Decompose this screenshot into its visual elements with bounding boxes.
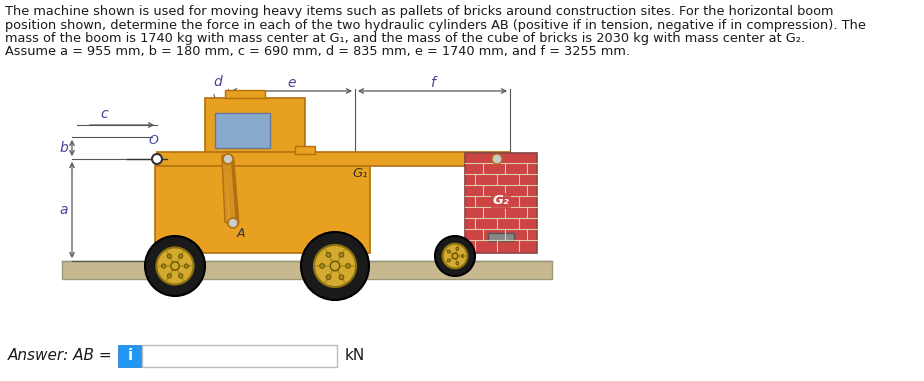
Circle shape — [339, 253, 344, 257]
Bar — [62, 261, 552, 279]
Circle shape — [339, 275, 344, 280]
Circle shape — [492, 154, 502, 164]
Text: a: a — [60, 203, 68, 217]
Circle shape — [326, 275, 331, 280]
FancyBboxPatch shape — [118, 345, 142, 367]
Text: f: f — [430, 76, 435, 90]
Circle shape — [314, 245, 356, 287]
Text: B: B — [225, 136, 235, 149]
Circle shape — [443, 243, 468, 268]
Circle shape — [223, 154, 233, 164]
Circle shape — [167, 254, 171, 258]
Polygon shape — [488, 164, 510, 223]
Text: c: c — [100, 107, 107, 121]
Bar — [465, 153, 537, 253]
Text: Answer: AB =: Answer: AB = — [8, 347, 117, 362]
Circle shape — [326, 253, 331, 257]
Text: i: i — [128, 349, 132, 363]
Text: position shown, determine the force in each of the two hydraulic cylinders AB (p: position shown, determine the force in e… — [5, 19, 866, 32]
Text: O: O — [148, 134, 158, 147]
Text: The machine shown is used for moving heavy items such as pallets of bricks aroun: The machine shown is used for moving hea… — [5, 5, 833, 18]
Text: kN: kN — [345, 347, 365, 362]
Bar — [295, 146, 315, 154]
Circle shape — [228, 218, 238, 228]
Text: A: A — [237, 227, 245, 240]
Circle shape — [301, 232, 369, 300]
Text: G₁: G₁ — [352, 167, 368, 180]
Bar — [225, 90, 265, 98]
Bar — [215, 113, 270, 148]
Circle shape — [156, 247, 194, 285]
Circle shape — [447, 250, 450, 253]
Bar — [155, 158, 370, 253]
Bar — [157, 152, 510, 166]
Circle shape — [452, 253, 457, 259]
Circle shape — [184, 264, 188, 268]
Circle shape — [456, 247, 458, 250]
Circle shape — [346, 264, 350, 268]
Polygon shape — [488, 233, 514, 241]
Circle shape — [171, 262, 179, 270]
Text: b: b — [60, 141, 68, 155]
Circle shape — [320, 264, 324, 268]
Text: d: d — [213, 75, 223, 101]
Text: e: e — [287, 76, 296, 90]
FancyBboxPatch shape — [142, 345, 337, 367]
Text: mass of the boom is 1740 kg with mass center at G₁, and the mass of the cube of : mass of the boom is 1740 kg with mass ce… — [5, 32, 805, 45]
Circle shape — [447, 259, 450, 262]
Circle shape — [145, 236, 205, 296]
Circle shape — [167, 274, 171, 278]
Circle shape — [162, 264, 165, 268]
Circle shape — [178, 274, 183, 278]
Text: Assume a = 955 mm, b = 180 mm, c = 690 mm, d = 835 mm, e = 1740 mm, and f = 3255: Assume a = 955 mm, b = 180 mm, c = 690 m… — [5, 45, 630, 59]
Circle shape — [435, 236, 475, 276]
Bar — [205, 98, 305, 158]
Text: G₂: G₂ — [492, 194, 509, 208]
Circle shape — [152, 154, 162, 164]
Circle shape — [178, 254, 183, 258]
Circle shape — [456, 262, 458, 265]
Circle shape — [461, 255, 464, 258]
Circle shape — [330, 261, 340, 271]
